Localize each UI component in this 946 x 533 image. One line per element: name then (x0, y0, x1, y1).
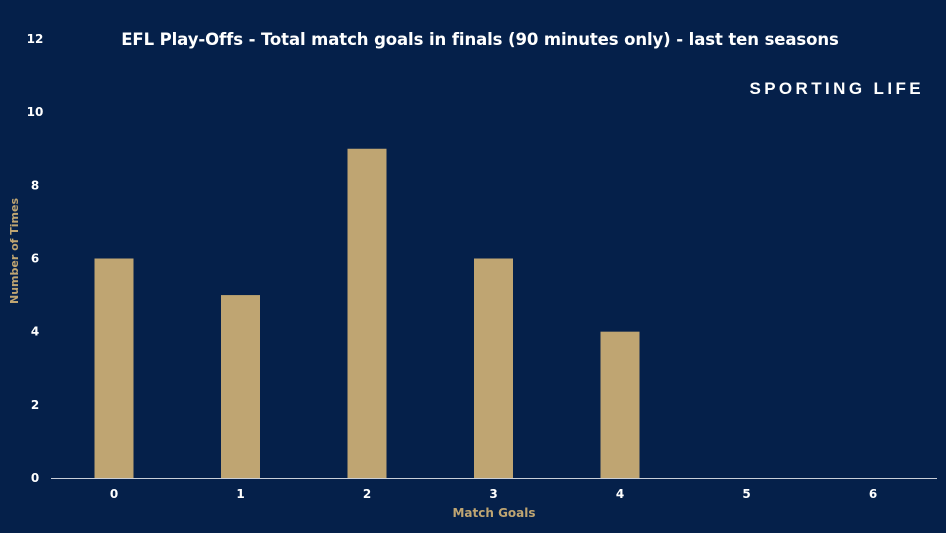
x-tick-label: 6 (869, 487, 877, 501)
bar-1 (221, 295, 260, 478)
bar-3 (474, 258, 513, 478)
chart-title: EFL Play-Offs - Total match goals in fin… (121, 30, 839, 49)
bar-2 (347, 148, 387, 478)
bar-0 (94, 258, 134, 478)
x-tick-label: 3 (489, 487, 497, 501)
y-tick-label: 12 (27, 32, 44, 46)
x-axis-label: Match Goals (452, 506, 535, 520)
x-tick-label: 4 (616, 487, 624, 501)
y-axis-label: Number of Times (8, 198, 21, 304)
x-tick-label: 5 (742, 487, 750, 501)
x-tick-label: 0 (110, 487, 118, 501)
y-tick-label: 10 (27, 105, 44, 119)
y-tick-label: 4 (31, 325, 39, 339)
bar-4 (600, 331, 640, 478)
y-tick-label: 0 (31, 471, 39, 485)
x-tick-label: 1 (236, 487, 244, 501)
y-tick-label: 6 (31, 252, 39, 266)
y-tick-label: 8 (31, 178, 39, 192)
sporting-life-logo: SPORTING LIFE (749, 79, 924, 98)
y-tick-label: 2 (31, 398, 39, 412)
x-tick-label: 2 (363, 487, 371, 501)
